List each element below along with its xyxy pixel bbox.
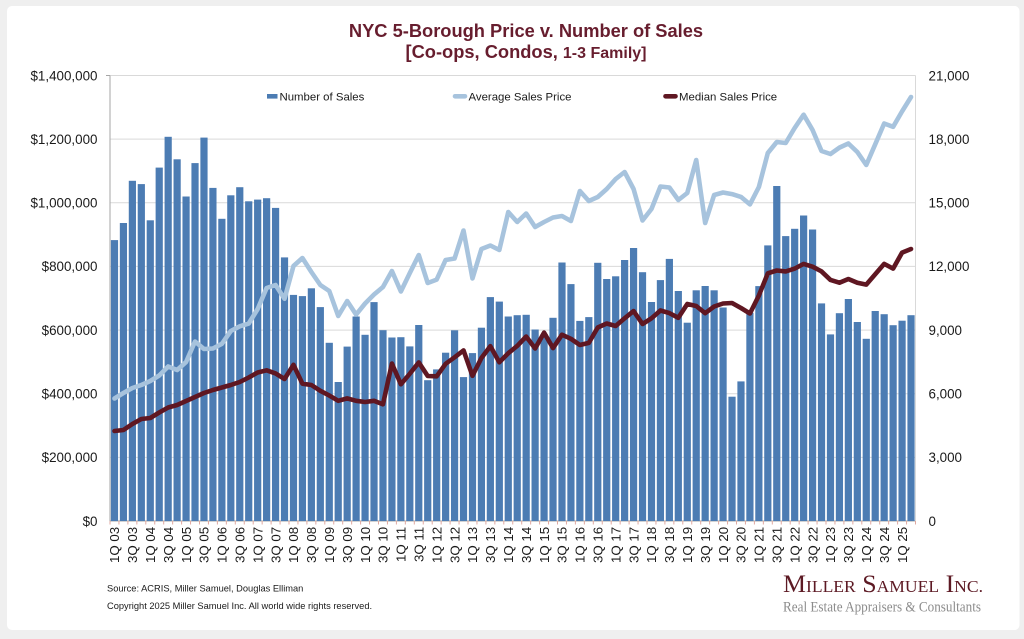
svg-text:3Q 20: 3Q 20 xyxy=(734,527,749,563)
svg-text:[Co-ops, Condos, 1-3 Family]: [Co-ops, Condos, 1-3 Family] xyxy=(406,41,647,62)
svg-text:NYC 5-Borough Price v. Number: NYC 5-Borough Price v. Number of Sales xyxy=(349,20,703,41)
svg-text:3,000: 3,000 xyxy=(929,450,963,465)
svg-text:Source: ACRIS, Miller Samuel,: Source: ACRIS, Miller Samuel, Douglas El… xyxy=(107,584,303,594)
svg-text:3Q 13: 3Q 13 xyxy=(483,527,498,563)
svg-text:$0: $0 xyxy=(83,514,98,529)
svg-text:1Q 20: 1Q 20 xyxy=(716,527,731,563)
svg-text:$800,000: $800,000 xyxy=(42,259,98,274)
svg-text:1Q 14: 1Q 14 xyxy=(501,527,516,563)
svg-text:3Q 18: 3Q 18 xyxy=(662,527,677,563)
svg-text:1Q 21: 1Q 21 xyxy=(752,527,767,563)
svg-text:3Q 16: 3Q 16 xyxy=(590,527,605,563)
svg-text:3Q 05: 3Q 05 xyxy=(197,527,212,563)
svg-text:1Q 12: 1Q 12 xyxy=(429,527,444,563)
svg-text:3Q 07: 3Q 07 xyxy=(268,527,283,563)
svg-text:1Q 22: 1Q 22 xyxy=(787,527,802,563)
svg-text:0: 0 xyxy=(929,514,936,529)
svg-text:1Q 03: 1Q 03 xyxy=(107,527,122,563)
svg-text:Median Sales Price: Median Sales Price xyxy=(679,92,777,104)
svg-text:15,000: 15,000 xyxy=(929,196,970,211)
svg-text:1Q 05: 1Q 05 xyxy=(179,527,194,563)
svg-text:1Q 08: 1Q 08 xyxy=(286,527,301,563)
svg-text:1Q 10: 1Q 10 xyxy=(358,527,373,563)
svg-text:3Q 12: 3Q 12 xyxy=(447,527,462,563)
svg-text:3Q 22: 3Q 22 xyxy=(805,527,820,563)
svg-text:$1,000,000: $1,000,000 xyxy=(30,196,97,211)
svg-text:$200,000: $200,000 xyxy=(42,450,98,465)
svg-text:18,000: 18,000 xyxy=(929,132,970,147)
svg-text:1Q 19: 1Q 19 xyxy=(680,527,695,563)
svg-text:3Q 19: 3Q 19 xyxy=(698,527,713,563)
svg-text:1Q 09: 1Q 09 xyxy=(322,527,337,563)
svg-text:12,000: 12,000 xyxy=(929,259,970,274)
svg-text:1Q 15: 1Q 15 xyxy=(537,527,552,563)
svg-text:3Q 08: 3Q 08 xyxy=(304,527,319,563)
svg-text:$1,200,000: $1,200,000 xyxy=(30,132,97,147)
svg-text:3Q 17: 3Q 17 xyxy=(626,527,641,563)
svg-text:1Q 18: 1Q 18 xyxy=(644,527,659,563)
svg-text:$600,000: $600,000 xyxy=(42,323,98,338)
svg-text:3Q 11: 3Q 11 xyxy=(411,527,426,562)
svg-text:1Q 17: 1Q 17 xyxy=(608,527,623,563)
svg-text:3Q 10: 3Q 10 xyxy=(376,527,391,563)
svg-text:3Q 09: 3Q 09 xyxy=(340,527,355,563)
svg-text:9,000: 9,000 xyxy=(929,323,963,338)
svg-text:21,000: 21,000 xyxy=(929,68,970,83)
svg-text:1Q 16: 1Q 16 xyxy=(573,527,588,563)
svg-text:3Q 06: 3Q 06 xyxy=(232,527,247,563)
svg-text:3Q 03: 3Q 03 xyxy=(125,527,140,563)
svg-text:Number of Sales: Number of Sales xyxy=(280,92,365,104)
svg-text:3Q 21: 3Q 21 xyxy=(769,527,784,563)
svg-text:3Q 24: 3Q 24 xyxy=(877,527,892,563)
svg-text:1Q 25: 1Q 25 xyxy=(895,527,910,563)
svg-text:1Q 13: 1Q 13 xyxy=(465,527,480,563)
svg-text:1Q 04: 1Q 04 xyxy=(143,527,158,563)
svg-text:3Q 04: 3Q 04 xyxy=(161,527,176,563)
svg-text:1Q 06: 1Q 06 xyxy=(215,527,230,563)
svg-text:3Q 23: 3Q 23 xyxy=(841,527,856,563)
svg-text:3Q 15: 3Q 15 xyxy=(555,527,570,563)
svg-text:3Q 14: 3Q 14 xyxy=(519,527,534,563)
svg-text:Copyright 2025 Miller Samuel I: Copyright 2025 Miller Samuel Inc. All wo… xyxy=(107,601,372,611)
svg-text:1Q 23: 1Q 23 xyxy=(823,527,838,563)
svg-text:Real Estate Appraisers & Consu: Real Estate Appraisers & Consultants xyxy=(783,599,981,615)
svg-text:6,000: 6,000 xyxy=(929,387,963,402)
svg-text:1Q 07: 1Q 07 xyxy=(250,527,265,563)
svg-text:$400,000: $400,000 xyxy=(42,387,98,402)
svg-text:Average Sales Price: Average Sales Price xyxy=(469,92,572,104)
svg-text:$1,400,000: $1,400,000 xyxy=(30,68,97,83)
svg-text:1Q 11: 1Q 11 xyxy=(394,527,409,562)
svg-text:1Q 24: 1Q 24 xyxy=(859,527,874,563)
